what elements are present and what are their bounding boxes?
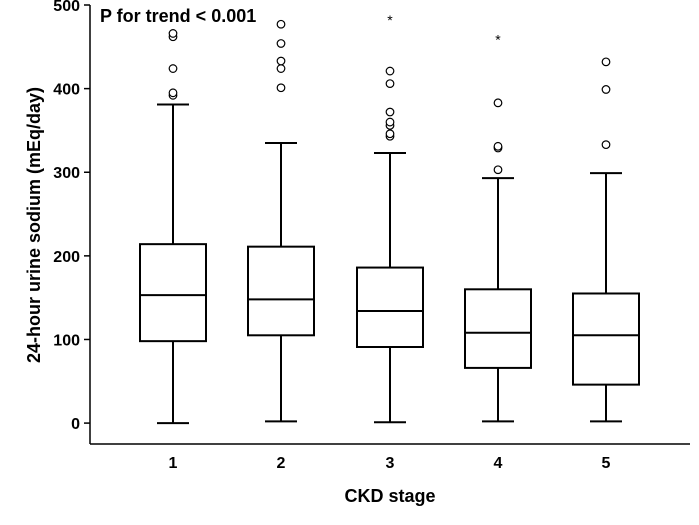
box-group-stage-3: * xyxy=(356,12,424,424)
extreme-point: * xyxy=(387,12,393,28)
outlier-point xyxy=(493,98,503,108)
axes xyxy=(89,5,690,445)
trend-annotation: P for trend < 0.001 xyxy=(100,6,256,26)
y-tick-label: 500 xyxy=(53,0,80,15)
outlier-point xyxy=(276,56,286,66)
iqr-box xyxy=(464,288,532,369)
x-axis-label: CKD stage xyxy=(344,486,435,506)
boxes: ** xyxy=(139,12,640,425)
outlier-point xyxy=(385,129,395,139)
outlier-point xyxy=(168,88,178,98)
iqr-box xyxy=(139,243,207,343)
x-tick-label: 2 xyxy=(277,455,286,472)
y-tick-label: 100 xyxy=(53,332,80,349)
y-tick-label: 200 xyxy=(53,249,80,266)
outlier-point xyxy=(601,140,611,150)
outlier-point xyxy=(385,66,395,76)
outlier-point xyxy=(385,117,395,127)
y-axis-label: 24-hour urine sodium (mEq/day) xyxy=(24,87,44,363)
outlier-point xyxy=(601,85,611,94)
outlier-point xyxy=(276,39,286,48)
x-tick-label: 1 xyxy=(169,455,178,472)
outlier-point xyxy=(493,141,503,151)
outlier-point xyxy=(276,83,286,93)
y-tick-label: 0 xyxy=(71,416,80,433)
box-group-stage-5 xyxy=(572,57,640,423)
outlier-point xyxy=(276,19,286,29)
x-tick-label: 4 xyxy=(494,455,503,472)
iqr-box xyxy=(247,245,315,337)
iqr-box xyxy=(356,266,424,349)
outlier-point xyxy=(168,29,178,38)
outlier-point xyxy=(493,165,503,175)
outlier-point xyxy=(601,57,611,67)
box-group-stage-1 xyxy=(139,29,207,425)
extreme-point: * xyxy=(495,31,501,47)
outlier-point xyxy=(168,64,178,73)
outlier-point xyxy=(276,64,286,73)
y-tick-label: 400 xyxy=(53,82,80,99)
y-tick-label: 300 xyxy=(53,165,80,182)
x-ticks: 1 2 3 4 5 xyxy=(169,455,611,472)
y-ticks: 0 100 200 300 400 500 xyxy=(53,0,90,433)
outlier-point xyxy=(385,79,395,89)
x-tick-label: 5 xyxy=(602,455,611,472)
iqr-box xyxy=(572,292,640,386)
x-tick-label: 3 xyxy=(386,455,395,472)
box-group-stage-2 xyxy=(247,19,315,423)
box-group-stage-4: * xyxy=(464,31,532,423)
outlier-point xyxy=(385,107,395,117)
